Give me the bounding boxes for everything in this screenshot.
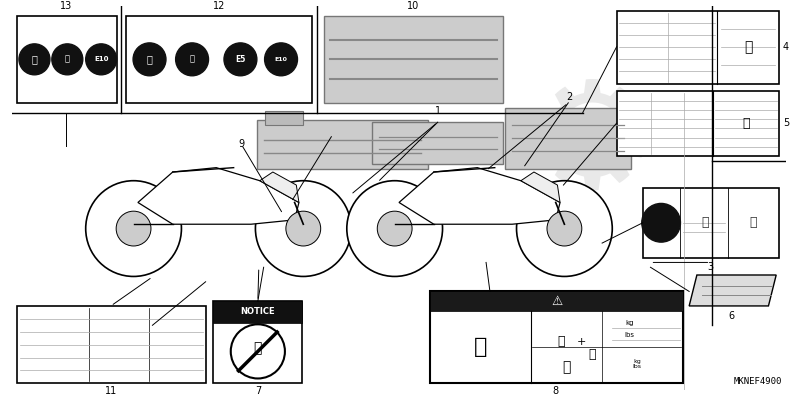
Circle shape: [265, 43, 298, 76]
Text: 6: 6: [729, 311, 734, 321]
Circle shape: [116, 211, 151, 246]
Bar: [372, 122, 503, 164]
Polygon shape: [689, 275, 776, 306]
Bar: [642, 188, 779, 258]
Circle shape: [517, 181, 612, 276]
Bar: [265, 111, 303, 125]
Bar: [126, 16, 312, 103]
Text: 10: 10: [407, 1, 420, 11]
Text: 🎒: 🎒: [589, 348, 596, 361]
Polygon shape: [138, 168, 299, 224]
Circle shape: [86, 181, 182, 276]
Text: 9: 9: [238, 139, 245, 149]
Bar: [506, 108, 631, 169]
Text: ⛓: ⛓: [701, 216, 708, 229]
Text: 11: 11: [105, 386, 117, 396]
Text: 5: 5: [783, 118, 790, 128]
Text: 🛢: 🛢: [31, 54, 38, 64]
Text: ⚠: ⚠: [551, 295, 562, 308]
Text: 8: 8: [553, 386, 558, 396]
Circle shape: [255, 181, 351, 276]
Circle shape: [19, 44, 50, 75]
Text: E5: E5: [235, 55, 246, 64]
Text: MKNEF4900: MKNEF4900: [734, 377, 782, 386]
Polygon shape: [521, 172, 560, 202]
Text: 🧴: 🧴: [562, 360, 570, 374]
Text: 3: 3: [707, 262, 714, 272]
Circle shape: [86, 44, 117, 75]
Text: lbs: lbs: [624, 332, 634, 338]
Circle shape: [52, 44, 82, 75]
Text: 🏍: 🏍: [474, 337, 487, 357]
Text: 13: 13: [60, 1, 73, 11]
Text: ⚙: ⚙: [525, 74, 660, 219]
Text: 1: 1: [434, 106, 441, 116]
Text: 🔗: 🔗: [750, 216, 757, 229]
Circle shape: [347, 181, 442, 276]
Text: kg: kg: [625, 320, 634, 326]
Circle shape: [642, 203, 681, 242]
Text: E10: E10: [274, 57, 287, 62]
Bar: [617, 11, 779, 83]
Bar: [430, 291, 683, 311]
Text: 4: 4: [783, 42, 789, 52]
Bar: [257, 120, 428, 169]
Text: 🔧: 🔧: [744, 40, 752, 54]
Bar: [17, 16, 117, 103]
Text: +: +: [577, 337, 586, 347]
Circle shape: [176, 43, 209, 76]
Bar: [214, 301, 302, 384]
Circle shape: [378, 211, 412, 246]
Circle shape: [547, 211, 582, 246]
Text: NOTICE: NOTICE: [241, 307, 275, 316]
Text: 🛢: 🛢: [146, 54, 153, 64]
Bar: [323, 16, 503, 103]
Text: ⛽: ⛽: [65, 55, 70, 64]
Text: 7: 7: [254, 386, 261, 396]
Polygon shape: [399, 168, 560, 224]
Text: kg
lbs: kg lbs: [633, 358, 642, 369]
Circle shape: [133, 43, 166, 76]
Text: 12: 12: [213, 1, 226, 11]
Bar: [17, 306, 206, 384]
Text: ⛽: ⛽: [190, 55, 194, 64]
Circle shape: [224, 43, 257, 76]
Circle shape: [230, 324, 285, 378]
Bar: [430, 291, 683, 384]
Polygon shape: [260, 172, 299, 202]
Text: 👤: 👤: [558, 335, 566, 348]
Text: 🔧: 🔧: [742, 117, 750, 130]
Text: E10: E10: [94, 56, 109, 62]
Bar: [214, 301, 302, 323]
Text: 🏍: 🏍: [254, 341, 262, 355]
Text: 2: 2: [566, 92, 572, 102]
Circle shape: [286, 211, 321, 246]
Bar: [617, 91, 779, 156]
